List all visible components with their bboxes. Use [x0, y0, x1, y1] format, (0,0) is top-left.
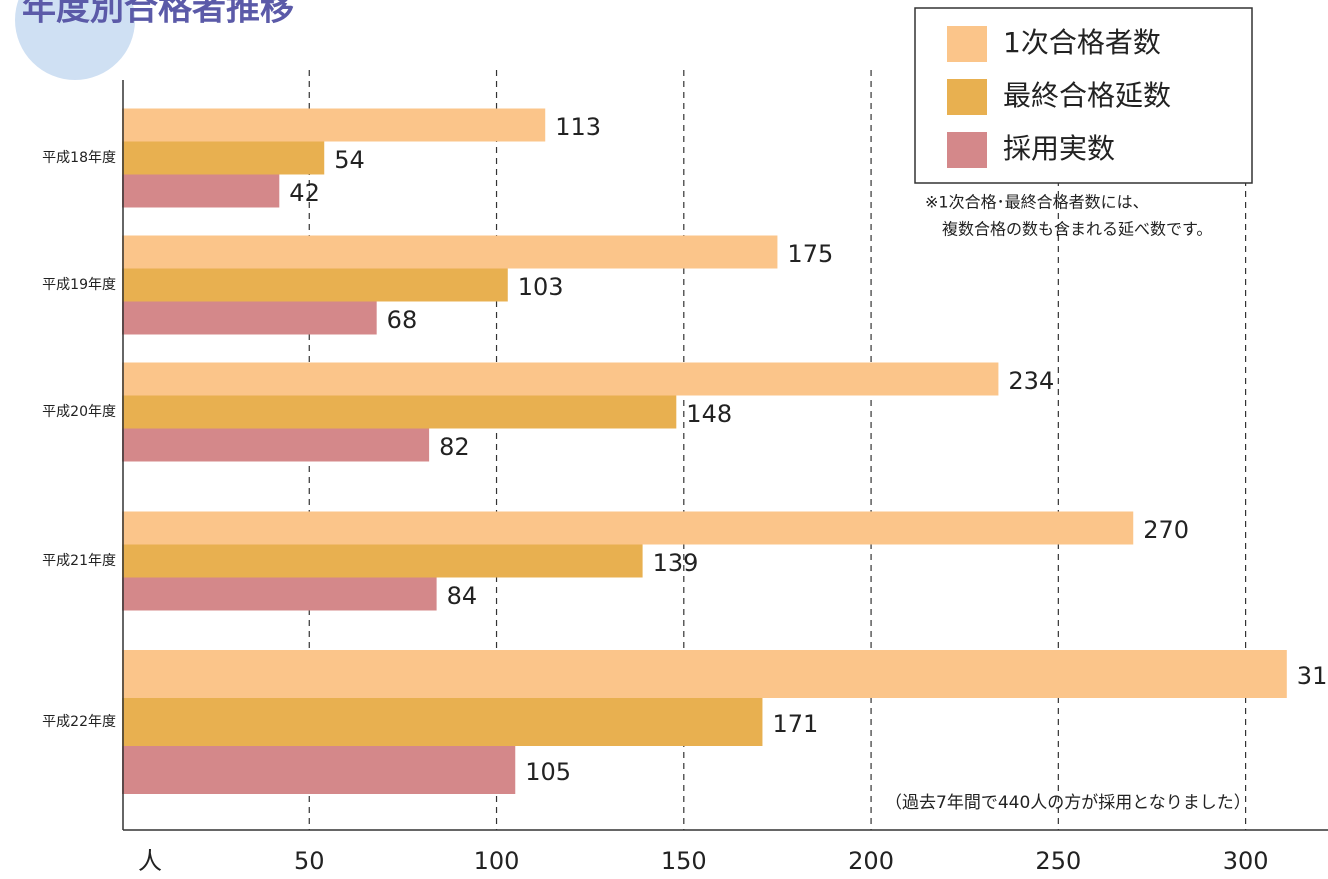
bar — [122, 650, 1287, 698]
bar — [122, 545, 643, 578]
value-label: 42 — [289, 179, 320, 207]
value-label: 84 — [447, 582, 478, 610]
bar — [122, 363, 998, 396]
y-tick-label: 平成21年度 — [42, 553, 116, 569]
legend-label: 1次合格者数 — [1003, 26, 1161, 59]
y-tick-label: 平成22年度 — [42, 714, 116, 730]
legend-swatch — [947, 26, 987, 62]
bar — [122, 142, 324, 175]
x-tick-label: 100 — [474, 847, 520, 875]
x-axis-label: 人 — [138, 847, 162, 875]
bar — [122, 512, 1133, 545]
bar — [122, 109, 545, 142]
bar — [122, 578, 437, 611]
value-label: 54 — [334, 146, 365, 174]
bar — [122, 746, 515, 794]
bar — [122, 175, 279, 208]
note: ※1次合格･最終合格者数には、 — [925, 193, 1149, 212]
y-tick-label: 平成19年度 — [42, 277, 116, 293]
value-label: 171 — [772, 710, 818, 738]
bar — [122, 396, 676, 429]
chart: 年度別合格者推移 50 100 150 200 250 300 人 平成18年度 113 54 42… — [0, 0, 1328, 879]
chart-title: 年度別合格者推移 — [22, 0, 294, 29]
value-label: 234 — [1008, 367, 1054, 395]
bar — [122, 236, 777, 269]
value-label: 68 — [387, 306, 418, 334]
x-tick-label: 250 — [1035, 847, 1081, 875]
value-label: 139 — [653, 549, 699, 577]
value-label: 148 — [686, 400, 732, 428]
value-label: 270 — [1143, 516, 1189, 544]
value-label: 82 — [439, 433, 470, 461]
x-tick-label: 200 — [848, 847, 894, 875]
legend-swatch — [947, 79, 987, 115]
value-label: 103 — [518, 273, 564, 301]
value-label: 105 — [525, 758, 571, 786]
value-label: 311 — [1297, 662, 1328, 690]
legend-swatch — [947, 132, 987, 168]
note: 複数合格の数も含まれる延べ数です。 — [942, 220, 1212, 239]
x-tick-label: 50 — [294, 847, 325, 875]
value-label: 175 — [787, 240, 833, 268]
x-tick-label: 150 — [661, 847, 707, 875]
footnote: （過去7年間で440人の方が採用となりました） — [885, 793, 1251, 813]
legend-label: 最終合格延数 — [1003, 79, 1171, 112]
bar — [122, 698, 762, 746]
legend-label: 採用実数 — [1003, 132, 1115, 165]
x-tick-label: 300 — [1223, 847, 1269, 875]
bar — [122, 302, 377, 335]
bar — [122, 269, 508, 302]
y-tick-label: 平成20年度 — [42, 404, 116, 420]
y-tick-label: 平成18年度 — [42, 150, 116, 166]
bar — [122, 429, 429, 462]
value-label: 113 — [555, 113, 601, 141]
